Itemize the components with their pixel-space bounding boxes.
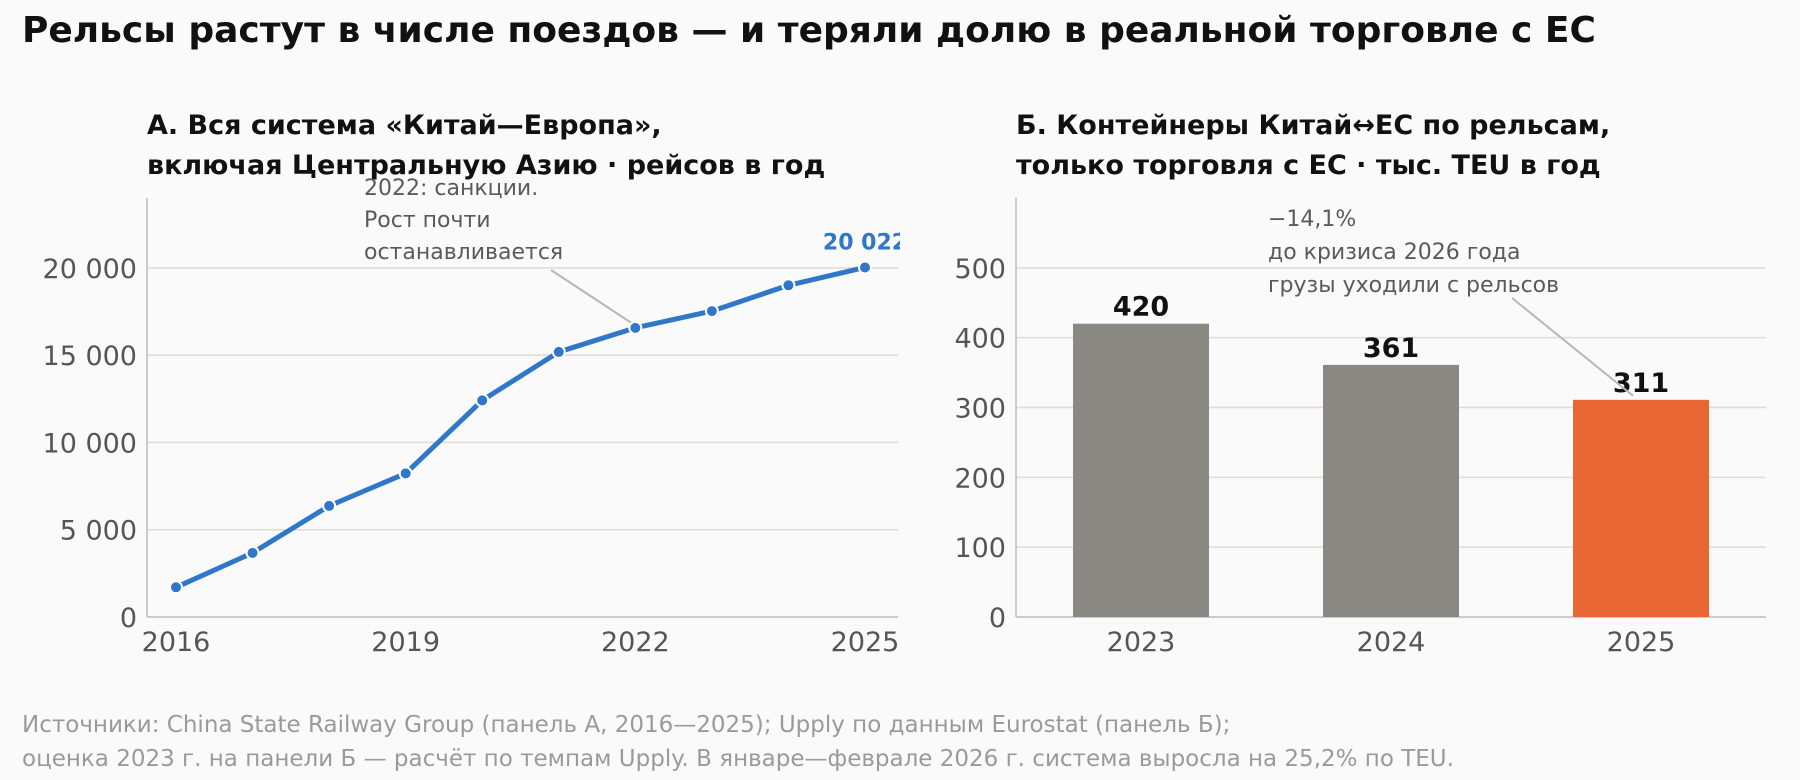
y-tick-label-a: 0: [120, 603, 137, 634]
data-point: [858, 260, 872, 275]
y-tick-label-b: 500: [954, 254, 1006, 285]
x-tick-label-a: 2016: [142, 627, 211, 658]
data-point: [322, 498, 337, 513]
panel-a-title-line1: А. Вся система «Китай—Европа»,: [147, 110, 662, 141]
x-tick-label-b: 2024: [1357, 627, 1426, 658]
y-tick-label-b: 0: [989, 603, 1006, 634]
y-tick-label-a: 10 000: [43, 428, 137, 459]
annotation-leader-a: [550, 269, 632, 324]
x-tick-label-a: 2025: [831, 627, 900, 658]
bar-chart-teu: 0 100 200 300 400 500 420 2023 361 2024 311 2025 −14…: [954, 198, 1766, 658]
y-tick-label-a: 5 000: [60, 516, 137, 547]
data-point: [704, 304, 719, 319]
data-point: [628, 320, 643, 335]
data-point: [551, 344, 566, 359]
bar-value-label: 420: [1113, 292, 1169, 323]
panel-b-title-line1: Б. Контейнеры Китай↔ЕС по рельсам,: [1016, 110, 1611, 141]
end-value-label: 20 022: [823, 230, 900, 255]
bar-value-label: 361: [1363, 333, 1419, 364]
y-tick-label-b: 100: [954, 533, 1006, 564]
x-tick-label-b: 2025: [1607, 627, 1676, 658]
data-point: [169, 580, 183, 595]
x-tick-label-a: 2019: [371, 627, 440, 658]
panel-b-title-line2: только торговля с ЕС · тыс. TEU в год: [1016, 150, 1601, 181]
annotation-text-a: Рост почти: [364, 208, 491, 233]
y-tick-label-b: 200: [954, 463, 1006, 494]
line-chart-trains: 0 5 000 10 000 15 000 20 000 2016 2019 2022 2025…: [43, 176, 900, 658]
data-point: [245, 545, 260, 560]
x-tick-label-b: 2023: [1107, 627, 1176, 658]
annotation-leader-b: [1511, 297, 1634, 397]
x-tick-label-a: 2022: [601, 627, 670, 658]
panel-a-title-line2: включая Центральную Азию · рейсов в год: [147, 150, 826, 181]
y-tick-label-b: 300: [954, 394, 1006, 425]
y-tick-label-b: 400: [954, 324, 1006, 355]
data-point: [398, 466, 413, 481]
bar-2024: [1323, 364, 1459, 617]
data-point: [475, 393, 490, 408]
panel-a-title: А. Вся система «Китай—Европа», включая Ц…: [147, 106, 825, 186]
source-line-1: Источники: China State Railway Group (па…: [22, 712, 1231, 738]
bar-2023: [1073, 323, 1209, 617]
bar-value-label: 311: [1613, 368, 1669, 399]
source-note: Источники: China State Railway Group (па…: [22, 708, 1454, 776]
annotation-text-b: −14,1%: [1268, 207, 1356, 232]
panel-b-title: Б. Контейнеры Китай↔ЕС по рельсам, тольк…: [1016, 106, 1610, 186]
annotation-text-a: 2022: санкции.: [364, 176, 538, 201]
data-point: [781, 278, 796, 293]
annotation-text-a: останавливается: [364, 240, 563, 265]
y-tick-label-a: 15 000: [43, 341, 137, 372]
y-tick-label-a: 20 000: [43, 254, 137, 285]
source-line-2: оценка 2023 г. на панели Б — расчёт по т…: [22, 746, 1454, 772]
bar-2025: [1573, 399, 1709, 617]
annotation-text-b: грузы уходили с рельсов: [1268, 273, 1559, 298]
annotation-text-b: до кризиса 2026 года: [1268, 240, 1520, 265]
series-line-trains: [173, 264, 868, 590]
main-title: Рельсы растут в числе поездов — и теряли…: [22, 10, 1596, 51]
